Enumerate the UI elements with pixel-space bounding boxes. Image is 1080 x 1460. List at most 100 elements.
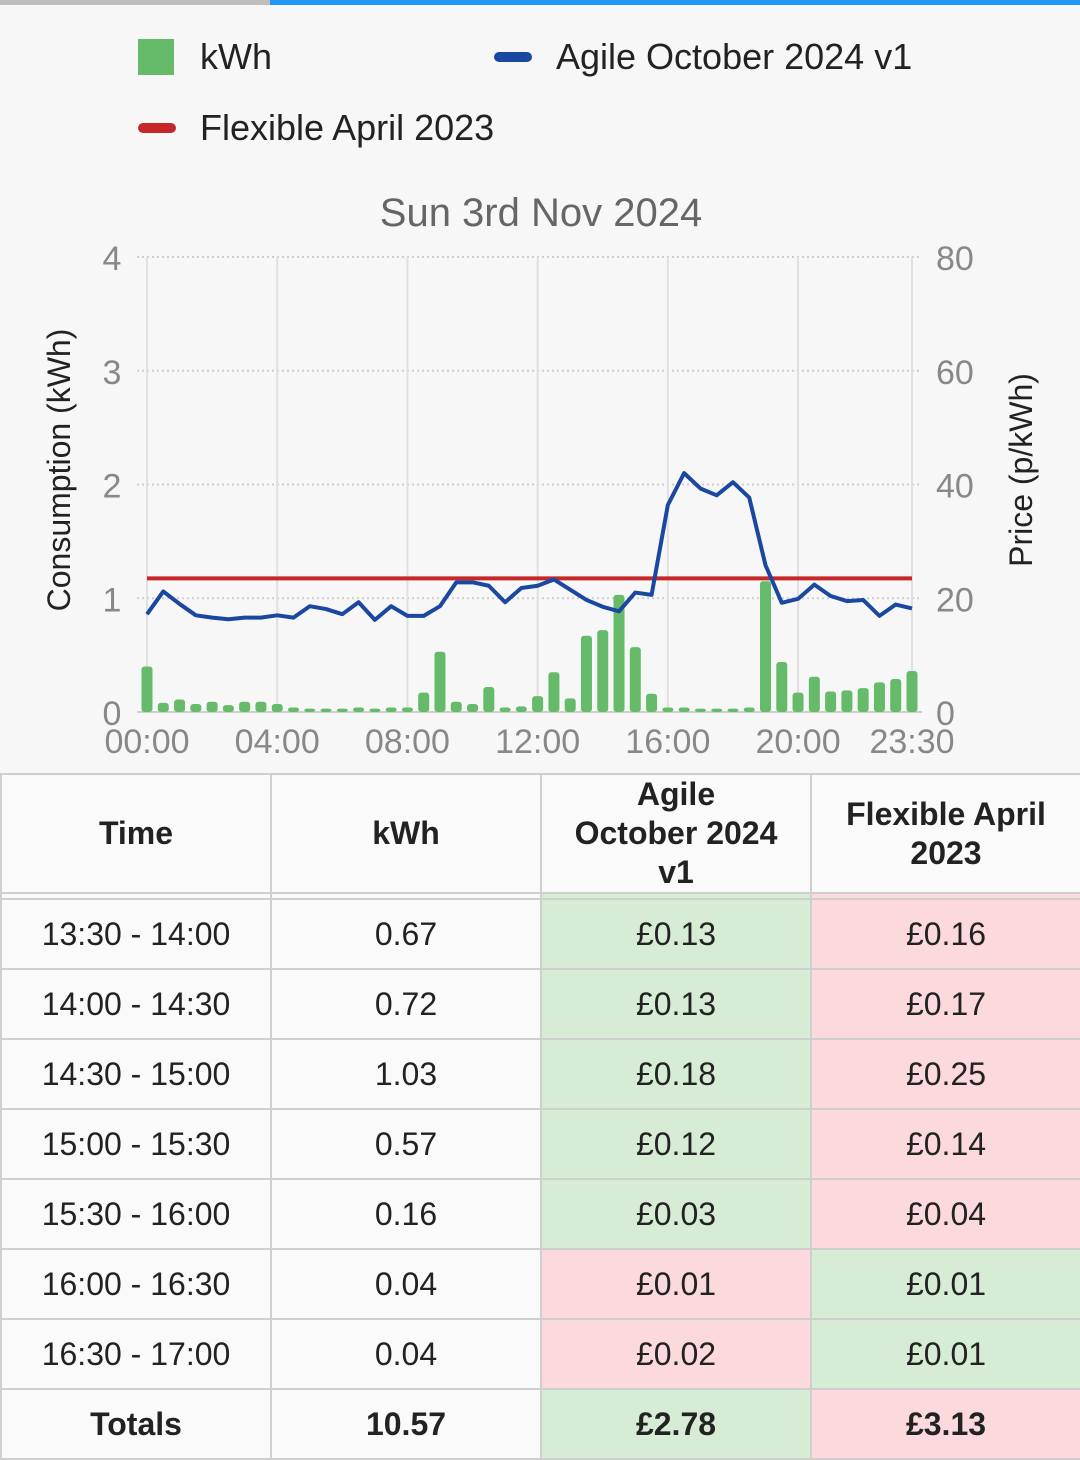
cell-time: 13:30 - 14:00	[0, 898, 272, 970]
cell-kwh: 0.67	[270, 898, 542, 970]
cell-agile: £0.03	[540, 1178, 812, 1250]
bar-kwh[interactable]	[499, 707, 511, 712]
cell-agile: £0.13	[540, 898, 812, 970]
bar-kwh[interactable]	[255, 701, 267, 712]
legend-item-kwh[interactable]: kWh	[138, 36, 272, 78]
table-row: 15:00 - 15:30 0.57 £0.12 £0.14	[0, 1108, 1080, 1180]
bar-kwh[interactable]	[206, 701, 218, 712]
bar-kwh[interactable]	[857, 688, 869, 712]
line-series	[145, 471, 913, 622]
tab-indicator	[0, 0, 1080, 5]
legend-item-agile[interactable]: Agile October 2024 v1	[494, 36, 912, 78]
y-tick-left: 1	[103, 581, 122, 619]
x-tick: 00:00	[104, 723, 189, 761]
table-row: 14:30 - 15:00 1.03 £0.18 £0.25	[0, 1038, 1080, 1110]
bar-kwh[interactable]	[694, 708, 706, 712]
cell-agile: £0.12	[540, 1108, 812, 1180]
bar-kwh[interactable]	[711, 708, 723, 712]
bar-kwh[interactable]	[222, 705, 234, 712]
bar-kwh[interactable]	[613, 594, 625, 712]
cell-flexible: £0.01	[810, 1248, 1080, 1320]
y-tick-left: 0	[103, 695, 122, 733]
bar-kwh[interactable]	[597, 630, 609, 712]
bar-kwh[interactable]	[890, 679, 902, 712]
header-time[interactable]: Time	[0, 773, 272, 894]
cell-kwh: 0.57	[270, 1108, 542, 1180]
bar-kwh[interactable]	[580, 635, 592, 712]
bar-series-kwh	[141, 581, 918, 713]
totals-row: Totals 10.57 £2.78 £3.13	[0, 1388, 1080, 1460]
line-agile-october-2024-v1[interactable]	[145, 471, 913, 622]
bar-kwh[interactable]	[174, 699, 186, 712]
cell-time: 16:00 - 16:30	[0, 1248, 272, 1320]
bar-kwh[interactable]	[906, 671, 918, 712]
cell-flexible: £3.13	[810, 1388, 1080, 1460]
cell-time: 16:30 - 17:00	[0, 1318, 272, 1390]
bar-kwh[interactable]	[841, 690, 853, 712]
legend-label-agile: Agile October 2024 v1	[556, 36, 913, 77]
bar-kwh[interactable]	[467, 704, 479, 712]
cell-kwh: 1.03	[270, 1038, 542, 1110]
bar-kwh[interactable]	[792, 692, 804, 712]
bar-kwh[interactable]	[743, 707, 755, 712]
header-kwh[interactable]: kWh	[270, 773, 542, 894]
bar-kwh[interactable]	[873, 682, 885, 712]
cell-agile: £0.02	[540, 1318, 812, 1390]
table-spacer	[0, 892, 1080, 900]
y-tick-left: 2	[103, 468, 122, 506]
bar-kwh[interactable]	[548, 672, 560, 712]
consumption-price-chart[interactable]: Sun 3rd Nov 2024 Consumption (kWh) Price…	[0, 170, 1080, 770]
tab-indicator-inactive	[0, 0, 270, 5]
cell-time: 15:30 - 16:00	[0, 1178, 272, 1250]
cell-flexible: £0.04	[810, 1178, 1080, 1250]
table-row: 14:00 - 14:30 0.72 £0.13 £0.17	[0, 968, 1080, 1040]
bar-kwh[interactable]	[353, 707, 365, 712]
bar-kwh[interactable]	[141, 666, 153, 713]
bar-kwh[interactable]	[271, 704, 283, 712]
bar-kwh[interactable]	[336, 708, 348, 712]
bar-kwh[interactable]	[629, 647, 641, 712]
bar-kwh[interactable]	[434, 651, 446, 712]
bar-kwh[interactable]	[515, 706, 527, 712]
bar-kwh[interactable]	[825, 691, 837, 712]
bar-kwh[interactable]	[646, 693, 658, 712]
legend-item-flexible[interactable]: Flexible April 2023	[138, 107, 494, 149]
bar-kwh[interactable]	[190, 704, 202, 712]
bar-kwh[interactable]	[287, 707, 299, 712]
bar-kwh[interactable]	[320, 708, 332, 712]
bar-kwh[interactable]	[564, 698, 576, 712]
bar-kwh[interactable]	[662, 707, 674, 712]
cell-flexible: £0.16	[810, 898, 1080, 970]
bar-kwh[interactable]	[401, 707, 413, 712]
header-flexible[interactable]: Flexible April 2023	[810, 773, 1080, 894]
cost-table: Time kWh Agile October 2024 v1 Flexible …	[0, 773, 1080, 1460]
cell-flexible: £0.14	[810, 1108, 1080, 1180]
bar-kwh[interactable]	[304, 708, 316, 712]
bar-kwh[interactable]	[239, 701, 251, 712]
bar-kwh[interactable]	[369, 708, 381, 712]
cell-kwh: 0.04	[270, 1248, 542, 1320]
bar-kwh[interactable]	[418, 692, 430, 712]
bar-kwh[interactable]	[776, 661, 788, 712]
bar-kwh[interactable]	[808, 676, 820, 712]
y-tick-right: 0	[936, 695, 955, 733]
cell-agile: £0.01	[540, 1248, 812, 1320]
bar-kwh[interactable]	[678, 707, 690, 712]
cell-agile: £0.13	[540, 968, 812, 1040]
cell-kwh: 0.04	[270, 1318, 542, 1390]
bar-kwh[interactable]	[532, 696, 544, 712]
x-tick: 12:00	[495, 723, 580, 761]
cell-flexible: £0.25	[810, 1038, 1080, 1110]
bar-kwh[interactable]	[157, 702, 169, 712]
bar-kwh[interactable]	[727, 708, 739, 712]
legend-swatch-agile	[494, 52, 532, 62]
x-tick: 04:00	[235, 723, 320, 761]
y-tick-left: 4	[103, 240, 122, 278]
bar-kwh[interactable]	[483, 686, 495, 712]
bar-kwh[interactable]	[760, 581, 772, 712]
table-row: 16:00 - 16:30 0.04 £0.01 £0.01	[0, 1248, 1080, 1320]
header-agile[interactable]: Agile October 2024 v1	[540, 773, 812, 894]
bar-kwh[interactable]	[385, 707, 397, 712]
bar-kwh[interactable]	[450, 701, 462, 712]
y-axis-label-left: Consumption (kWh)	[41, 329, 77, 612]
